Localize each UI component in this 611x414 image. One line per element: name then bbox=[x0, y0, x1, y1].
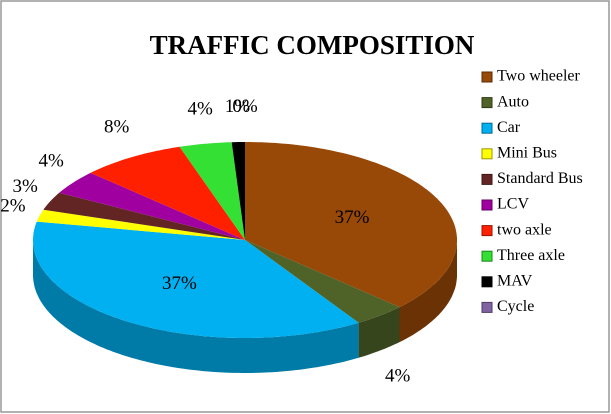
legend-swatch bbox=[481, 276, 493, 288]
slice bbox=[59, 172, 246, 240]
slice-side bbox=[358, 307, 400, 358]
slice-side bbox=[33, 240, 359, 373]
legend-label: Car bbox=[497, 119, 521, 136]
legend-label: MAV bbox=[497, 272, 533, 289]
slice-side bbox=[399, 240, 457, 343]
legend-label: Two wheeler bbox=[497, 68, 581, 85]
data-label: 37% bbox=[335, 207, 370, 228]
slice bbox=[179, 142, 245, 240]
legend-swatch bbox=[481, 250, 493, 262]
legend-swatch bbox=[481, 225, 493, 237]
slice bbox=[245, 240, 400, 323]
chart-title: TRAFFIC COMPOSITION bbox=[150, 30, 475, 60]
data-label: 37% bbox=[162, 273, 197, 294]
legend-label: Standard Bus bbox=[497, 170, 583, 187]
legend-label: two axle bbox=[497, 221, 552, 238]
data-label: 8% bbox=[104, 117, 130, 138]
slice bbox=[33, 221, 359, 338]
legend-swatch bbox=[481, 148, 493, 160]
slice bbox=[231, 142, 245, 240]
data-label: 0% bbox=[232, 96, 258, 117]
data-label: 3% bbox=[12, 176, 38, 197]
legend-swatch bbox=[481, 97, 493, 109]
data-label: 1% bbox=[225, 96, 251, 117]
legend-label: LCV bbox=[497, 196, 529, 213]
legend-swatch bbox=[481, 173, 493, 185]
data-label: 4% bbox=[385, 365, 411, 386]
data-label: 4% bbox=[39, 151, 65, 172]
data-label: 4% bbox=[187, 98, 213, 119]
legend-label: Mini Bus bbox=[497, 144, 557, 161]
legend-label: Cycle bbox=[497, 298, 534, 315]
legend-label: Auto bbox=[497, 93, 529, 110]
legend-swatch bbox=[481, 71, 493, 83]
legend-swatch bbox=[481, 199, 493, 211]
data-label: 2% bbox=[0, 195, 26, 216]
slice bbox=[36, 209, 245, 240]
slice bbox=[90, 146, 245, 240]
legend-swatch bbox=[481, 122, 493, 134]
slice bbox=[245, 142, 457, 308]
slice bbox=[43, 192, 246, 240]
legend-label: Three axle bbox=[497, 247, 565, 264]
legend-swatch bbox=[481, 301, 493, 313]
